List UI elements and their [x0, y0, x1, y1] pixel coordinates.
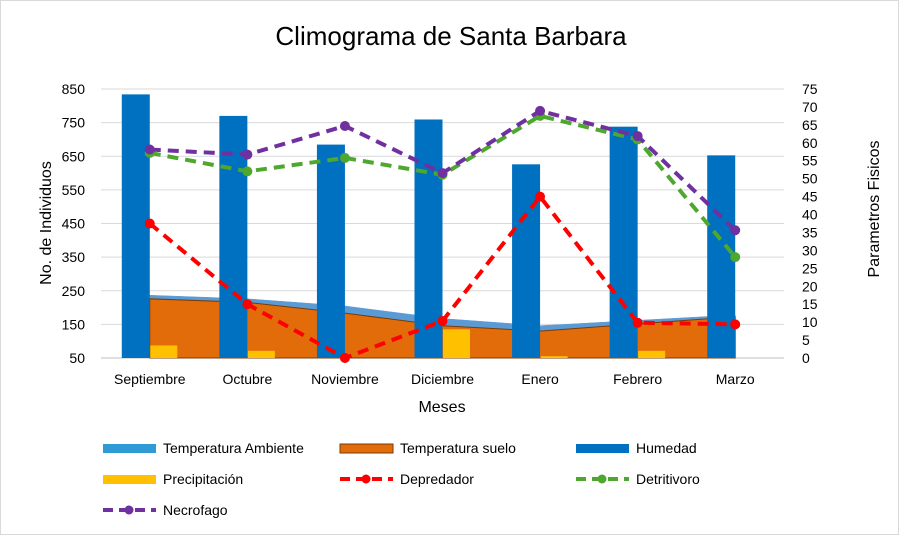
y2-axis-label: Parametros Fisicos [866, 141, 883, 278]
y-tick-label: 50 [69, 350, 85, 366]
legend-item-necrofago: Necrofago [103, 502, 228, 518]
point-detritivoro [242, 166, 253, 177]
bar-precipitacion [150, 345, 178, 358]
legend-label: Necrofago [163, 502, 228, 518]
x-tick-label: Noviembre [311, 371, 379, 387]
bar-precipitacion [540, 356, 568, 358]
y-tick-label: 450 [62, 216, 86, 232]
bar-precipitacion [443, 329, 470, 358]
point-depredador [437, 316, 448, 327]
point-depredador [632, 317, 643, 328]
y2-tick-label: 35 [802, 224, 818, 240]
legend-item-humedad: Humedad [576, 440, 697, 456]
y2-tick-label: 0 [802, 350, 810, 366]
point-necrofago [242, 149, 253, 160]
x-tick-label: Enero [521, 371, 559, 387]
y2-tick-label: 15 [802, 296, 818, 312]
point-depredador [242, 299, 253, 310]
legend-item-temperatura-ambiente: Temperatura Ambiente [103, 440, 304, 456]
y2-tick-label: 55 [802, 153, 818, 169]
bar-humedad [121, 94, 150, 358]
legend-item-temperatura-suelo: Temperatura suelo [339, 440, 516, 456]
y2-tick-label: 65 [802, 117, 818, 133]
point-detritivoro [730, 252, 741, 263]
legend-item-precipitacion: Precipitación [103, 471, 243, 487]
point-necrofago [535, 105, 546, 116]
line-series [144, 105, 741, 363]
legend-item-detritivoro: Detritivoro [576, 471, 700, 487]
x-tick-label: Octubre [222, 371, 272, 387]
x-tick-label: Diciembre [411, 371, 474, 387]
y-axis-label: No. de Individuos [38, 161, 55, 285]
legend-item-depredador: Depredador [340, 471, 474, 487]
x-tick-label: Marzo [716, 371, 755, 387]
point-necrofago [437, 168, 448, 179]
bar-precipitacion [247, 350, 275, 358]
legend-label: Temperatura suelo [400, 440, 516, 456]
legend-swatch [103, 475, 156, 484]
legend-label: Depredador [400, 471, 474, 487]
bar-humedad [512, 164, 541, 358]
legend-label: Precipitación [163, 471, 243, 487]
y-tick-label: 250 [62, 283, 86, 299]
point-depredador [339, 353, 350, 363]
bar-precipitacion [638, 350, 666, 358]
x-axis-ticks: Septiembre Octubre Noviembre Diciembre Enero… [114, 371, 755, 387]
legend-swatch [103, 444, 156, 453]
y-tick-label: 850 [62, 81, 86, 97]
bar-humedad [316, 144, 345, 358]
y2-tick-label: 10 [802, 314, 818, 330]
point-necrofago [730, 225, 741, 236]
legend-marker [597, 474, 607, 484]
x-tick-label: Septiembre [114, 371, 186, 387]
legend-marker [124, 505, 134, 515]
y2-tick-label: 30 [802, 242, 818, 258]
y2-tick-label: 40 [802, 207, 818, 223]
legend-label: Detritivoro [636, 471, 700, 487]
x-axis-label: Meses [418, 399, 465, 416]
y-tick-label: 150 [62, 316, 86, 332]
y-tick-label: 650 [62, 148, 86, 164]
point-depredador [535, 191, 546, 202]
y2-tick-label: 45 [802, 189, 818, 205]
y2-tick-label: 60 [802, 135, 818, 151]
point-necrofago [144, 144, 155, 155]
y-tick-label: 750 [62, 115, 86, 131]
legend: Temperatura Ambiente Temperatura suelo Hum… [103, 440, 700, 518]
point-detritivoro [339, 152, 350, 163]
legend-swatch [576, 444, 629, 453]
legend-label: Humedad [636, 440, 697, 456]
y2-tick-label: 25 [802, 260, 818, 276]
legend-marker [361, 474, 371, 484]
x-tick-label: Febrero [613, 371, 662, 387]
legend-label: Temperatura Ambiente [163, 440, 304, 456]
y2-tick-label: 70 [802, 99, 818, 115]
y-tick-label: 550 [62, 182, 86, 198]
chart-title: Climograma de Santa Barbara [275, 21, 627, 51]
y2-tick-label: 5 [802, 332, 810, 348]
y2-tick-label: 50 [802, 171, 818, 187]
y-axis-ticks: 850 750 650 550 450 350 250 150 50 [62, 81, 86, 366]
point-depredador [144, 218, 155, 229]
y-tick-label: 350 [62, 249, 86, 265]
y2-tick-label: 75 [802, 81, 818, 97]
point-necrofago [339, 120, 350, 131]
bar-humedad [414, 119, 443, 358]
y2-tick-label: 20 [802, 278, 818, 294]
point-necrofago [632, 131, 643, 142]
point-depredador [730, 319, 741, 330]
legend-swatch [339, 443, 394, 454]
